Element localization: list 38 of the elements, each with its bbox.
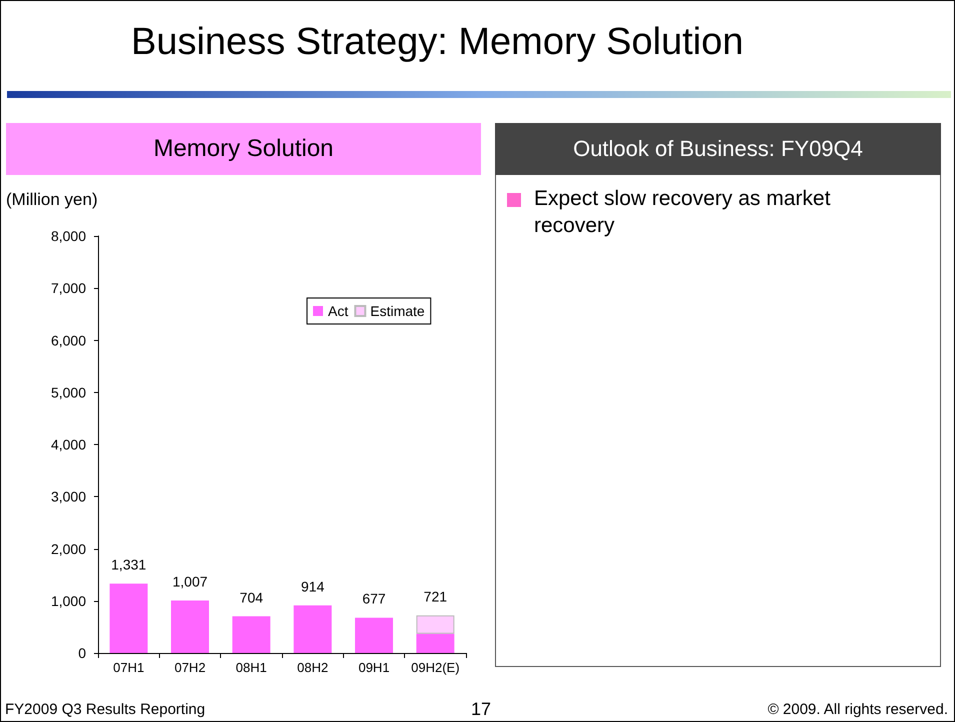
y-tick-label: 8,000 <box>50 228 86 244</box>
text: Memory Solution <box>6 123 481 175</box>
y-tick-label: 1,000 <box>50 592 86 609</box>
y-tick-label: 0 <box>78 645 86 661</box>
x-tick-label: 07H2 <box>174 660 206 675</box>
bar <box>110 584 148 653</box>
total-label: 677 <box>362 590 386 607</box>
text: Outlook of Business: FY09Q4 <box>495 123 941 175</box>
y-tick-label: 6,000 <box>50 332 86 348</box>
total-label: 704 <box>240 589 264 606</box>
x-tick-label: 08H1 <box>236 660 267 675</box>
y-tick-label: 5,000 <box>50 384 86 400</box>
bar <box>171 600 209 653</box>
legend-label: Act <box>328 303 348 319</box>
bar <box>416 615 454 634</box>
y-tick-label: 7,000 <box>50 280 86 296</box>
bar <box>416 634 454 653</box>
total-label: 914 <box>300 578 325 594</box>
x-tick-label: 08H2 <box>297 660 328 675</box>
y-axis-title: (Million yen) <box>6 190 98 209</box>
chart-title: Business Strategy: Memory Solution <box>131 21 744 64</box>
y-tick-label: 3,000 <box>50 488 86 505</box>
legend-label: Estimate <box>370 303 425 319</box>
bar <box>294 605 332 653</box>
x-tick-label: 09H1 <box>358 660 390 675</box>
total-label: 1,331 <box>111 556 146 573</box>
y-tick-label: 2,000 <box>50 540 86 557</box>
text: Expect slow recovery as market recovery <box>534 186 832 239</box>
bar <box>355 618 393 653</box>
x-tick-label: 07H1 <box>113 660 144 675</box>
total-label: 1,007 <box>172 574 208 590</box>
y-tick-label: 4,000 <box>50 436 86 452</box>
x-tick-label: 09H2(E) <box>411 660 460 675</box>
total-label: 721 <box>424 588 448 604</box>
text: 17 <box>471 699 492 720</box>
text: FY2009 Q3 Results Reporting <box>5 701 206 718</box>
bar <box>232 616 270 653</box>
text: © 2009. All rights reserved. <box>768 701 948 718</box>
